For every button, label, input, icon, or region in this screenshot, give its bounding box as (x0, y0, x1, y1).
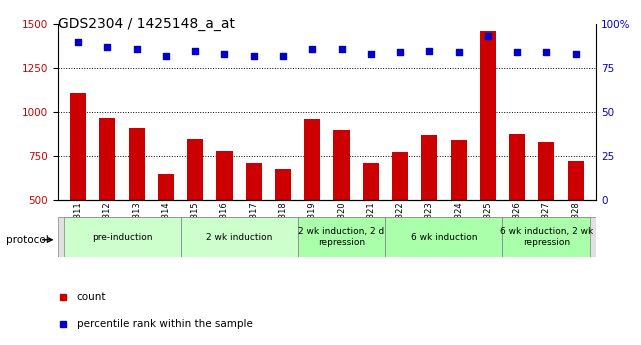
Point (103, 44, 113, 50)
Text: 2 wk induction: 2 wk induction (206, 233, 272, 242)
Bar (129, 128, 145, 288)
Text: pre-induction: pre-induction (92, 233, 153, 242)
Bar (217, 151, 233, 288)
Bar (392, 152, 408, 288)
Point (307, 46, 317, 51)
Point (337, 46, 347, 51)
Point (483, 34, 493, 39)
Bar (181, 217, 297, 257)
Bar (509, 134, 525, 288)
Point (73, 39, 83, 45)
Point (424, 48, 435, 53)
Point (131, 46, 142, 51)
Bar (246, 163, 262, 288)
Bar (63, 217, 181, 257)
Bar (70, 93, 87, 288)
Text: 2 wk induction, 2 d
repression: 2 wk induction, 2 d repression (299, 227, 385, 247)
Bar (187, 139, 203, 288)
Bar (333, 130, 349, 288)
Bar (385, 217, 503, 257)
Bar (503, 217, 590, 257)
Text: percentile rank within the sample: percentile rank within the sample (76, 319, 253, 329)
Bar (158, 174, 174, 288)
Bar (421, 135, 437, 288)
Bar (297, 217, 385, 257)
Point (541, 50, 551, 55)
Bar (275, 169, 291, 288)
Bar (567, 161, 584, 288)
Text: count: count (76, 292, 106, 302)
Text: GDS2304 / 1425148_a_at: GDS2304 / 1425148_a_at (58, 17, 235, 31)
Point (365, 51, 376, 57)
Bar (99, 118, 115, 288)
Point (278, 53, 288, 59)
Text: 6 wk induction: 6 wk induction (411, 233, 477, 242)
Point (512, 50, 522, 55)
Point (161, 53, 171, 59)
Bar (363, 163, 379, 288)
Text: protocol: protocol (6, 235, 49, 245)
Point (190, 48, 201, 53)
Bar (451, 140, 467, 288)
Point (395, 50, 405, 55)
Bar (538, 142, 554, 288)
Bar (304, 119, 320, 288)
Point (219, 51, 229, 57)
Point (453, 50, 463, 55)
Bar (480, 31, 496, 288)
Text: 6 wk induction, 2 wk
repression: 6 wk induction, 2 wk repression (500, 227, 593, 247)
Point (570, 51, 581, 57)
Point (249, 53, 259, 59)
